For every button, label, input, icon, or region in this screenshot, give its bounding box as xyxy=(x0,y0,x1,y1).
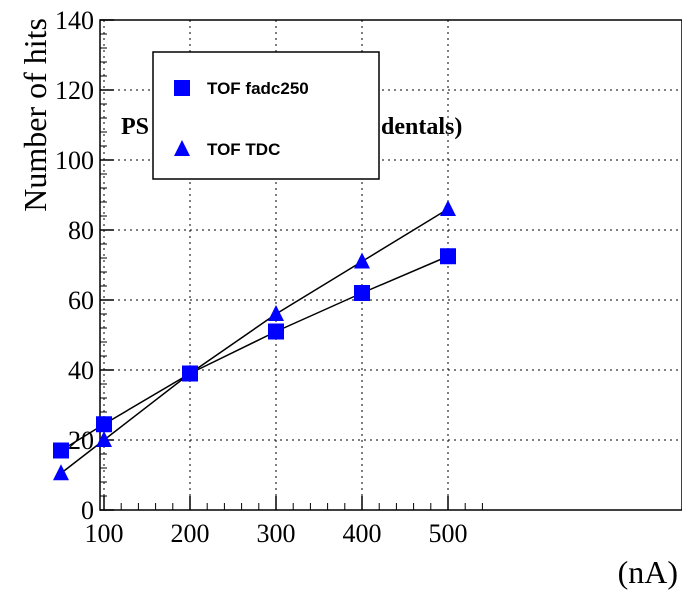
data-point-triangle xyxy=(268,305,284,321)
y-tick-label: 40 xyxy=(68,356,94,385)
y-axis-title: Number of hits xyxy=(17,18,53,212)
y-tick-label: 60 xyxy=(68,286,94,315)
legend: TOF fadc250 TOF TDC xyxy=(152,51,380,180)
data-point-triangle xyxy=(53,464,69,481)
y-tick-label: 0 xyxy=(81,496,94,525)
data-point-square xyxy=(268,323,284,340)
x-tick-label: 400 xyxy=(343,519,382,548)
data-point-triangle xyxy=(96,431,112,447)
y-tick-label: 120 xyxy=(55,76,94,105)
data-point-triangle xyxy=(354,252,370,269)
series-line-2 xyxy=(60,208,449,474)
legend-box xyxy=(152,51,380,180)
x-tick-label: 100 xyxy=(85,519,124,548)
axis-ticks xyxy=(100,19,483,511)
data-point-square xyxy=(440,248,456,265)
overlay-text-right: dentals) xyxy=(381,114,462,140)
series-points xyxy=(53,200,456,481)
plot-frame xyxy=(99,19,682,511)
y-tick-label: 100 xyxy=(55,146,94,175)
data-point-triangle xyxy=(182,364,198,381)
x-axis-title: (nA) xyxy=(618,554,678,590)
data-point-square xyxy=(53,442,69,459)
series-line-1 xyxy=(60,255,449,452)
y-tick-label: 140 xyxy=(55,6,94,35)
legend-square-icon xyxy=(174,80,190,96)
x-tick-label: 500 xyxy=(429,519,468,548)
x-tick-label: 200 xyxy=(171,519,210,548)
overlay-text-left: PS xyxy=(121,114,149,140)
legend-label: TOF fadc250 xyxy=(207,79,309,98)
overlay-text: PS dentals) xyxy=(121,114,462,140)
series-lines xyxy=(60,208,449,474)
legend-label: TOF TDC xyxy=(207,140,280,159)
data-point-square xyxy=(96,416,112,433)
y-tick-label: 80 xyxy=(68,216,94,245)
data-point-triangle xyxy=(440,200,456,216)
legend-triangle-icon xyxy=(174,140,190,156)
x-tick-label: 300 xyxy=(257,519,296,548)
data-point-square xyxy=(354,285,370,301)
